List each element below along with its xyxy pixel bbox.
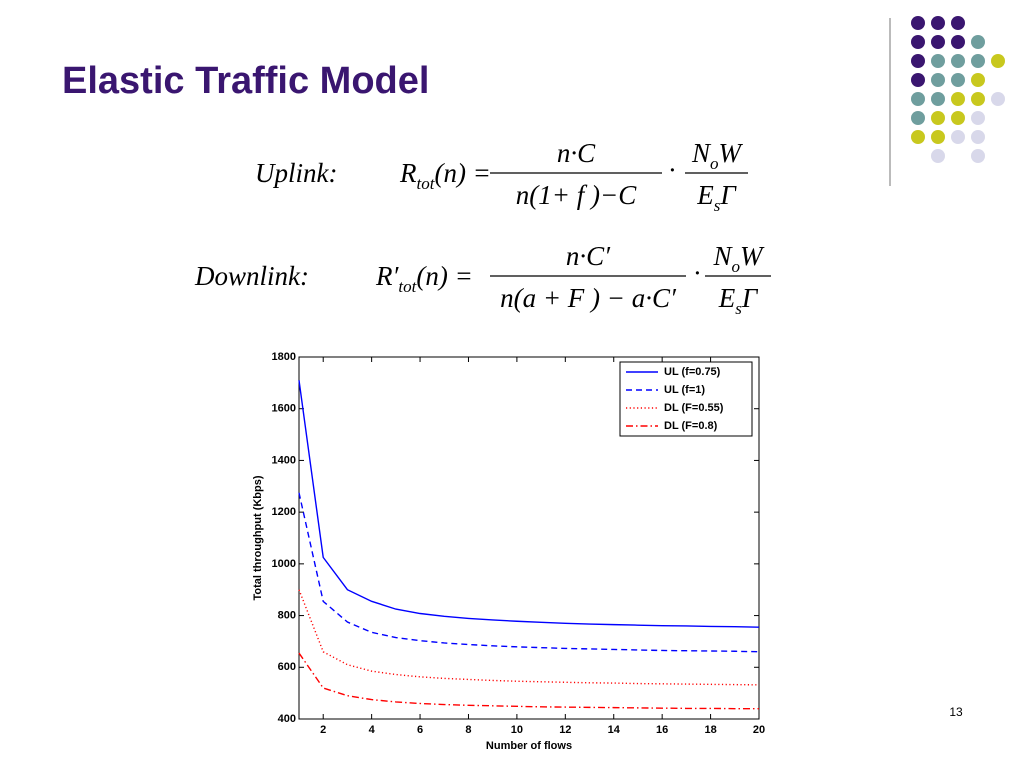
operator: · — [694, 258, 701, 288]
math-main: R′ — [375, 261, 399, 291]
math-term: NoW — [712, 241, 765, 276]
x-tick-label: 12 — [559, 724, 571, 736]
math-main: N — [691, 138, 712, 168]
math-rest: Γ — [741, 283, 759, 313]
y-tick-label: 1000 — [272, 558, 296, 570]
y-tick-label: 1400 — [272, 454, 296, 466]
x-tick-label: 2 — [320, 724, 326, 736]
math-term: Rtot(n) = — [399, 158, 491, 193]
math-rest: (n) = — [416, 261, 472, 291]
math-sub: tot — [398, 277, 417, 296]
x-tick-label: 20 — [753, 724, 765, 736]
math-sub: s — [714, 196, 721, 215]
math-main: R — [399, 158, 417, 188]
math-sub: s — [735, 299, 742, 318]
legend-box — [619, 361, 753, 437]
series-line — [298, 652, 759, 710]
legend-label: DL (F=0.8) — [664, 420, 718, 432]
math-term: EsΓ — [696, 180, 737, 215]
x-tick-label: 8 — [465, 724, 471, 736]
page-number: 13 — [949, 705, 963, 719]
legend-label: UL (f=1) — [664, 384, 705, 396]
math-sub: o — [710, 154, 719, 173]
legend-label: DL (F=0.55) — [664, 402, 724, 414]
x-tick-label: 10 — [511, 724, 523, 736]
legend-label: UL (f=0.75) — [664, 366, 721, 378]
y-tick-label: 1800 — [272, 351, 296, 363]
y-tick-label: 1600 — [272, 403, 296, 415]
math-term: R′tot(n) = — [375, 261, 473, 296]
series-line — [298, 380, 760, 628]
math-rest: W — [740, 241, 765, 271]
x-tick-label: 14 — [608, 724, 621, 736]
math-rest: Γ — [719, 180, 737, 210]
equation-label: Downlink: — [194, 261, 309, 291]
math-term: NoW — [691, 138, 744, 173]
math-term: EsΓ — [718, 283, 759, 318]
x-tick-label: 18 — [704, 724, 716, 736]
y-tick-label: 400 — [278, 713, 296, 725]
math-main: E — [696, 180, 714, 210]
series-line — [298, 492, 760, 653]
numerator: n·C′ — [566, 241, 611, 271]
math-main: E — [718, 283, 736, 313]
series-line — [298, 589, 760, 686]
operator: · — [669, 155, 676, 185]
math-sub: tot — [417, 174, 436, 193]
math-main: N — [712, 241, 733, 271]
y-tick-label: 600 — [278, 661, 296, 673]
y-tick-label: 800 — [278, 609, 296, 621]
numerator: n·C — [557, 138, 596, 168]
x-tick-label: 16 — [656, 724, 668, 736]
denominator: n(a + F ) − a·C′ — [500, 283, 677, 313]
y-axis-label: Total throughput (Kbps) — [252, 475, 264, 600]
math-rest: (n) = — [434, 158, 490, 188]
decoration — [889, 16, 1005, 186]
equation-label: Uplink: — [255, 158, 337, 188]
math-sub: o — [732, 257, 741, 276]
x-axis-label: Number of flows — [486, 740, 572, 752]
slide-title: Elastic Traffic Model — [62, 60, 429, 102]
x-tick-label: 4 — [369, 724, 376, 736]
x-tick-label: 6 — [417, 724, 423, 736]
math-rest: W — [719, 138, 744, 168]
denominator: n(1+ f )−C — [516, 180, 637, 210]
y-tick-label: 1200 — [272, 506, 296, 518]
